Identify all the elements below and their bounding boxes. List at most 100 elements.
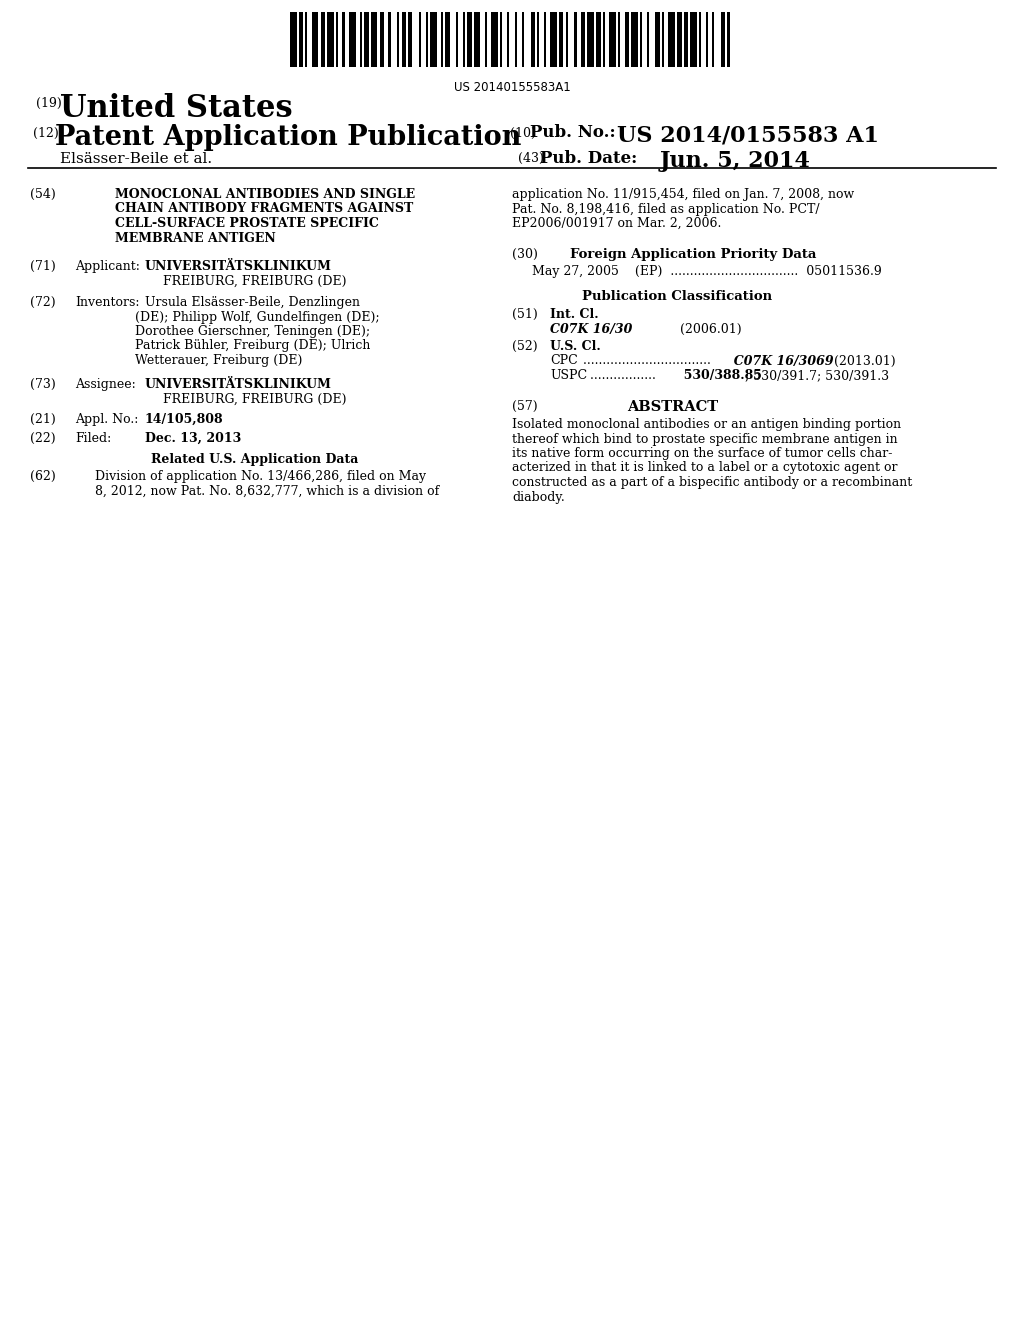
Bar bbox=[581, 12, 586, 67]
Text: (72): (72) bbox=[30, 296, 55, 309]
Text: C07K 16/30: C07K 16/30 bbox=[550, 322, 633, 335]
Text: ; 530/391.7; 530/391.3: ; 530/391.7; 530/391.3 bbox=[745, 370, 889, 381]
Text: US 2014/0155583 A1: US 2014/0155583 A1 bbox=[617, 124, 879, 147]
Bar bbox=[484, 12, 486, 67]
Text: ABSTRACT: ABSTRACT bbox=[627, 400, 718, 414]
Bar bbox=[474, 12, 480, 67]
Text: Pub. Date:: Pub. Date: bbox=[540, 150, 637, 168]
Text: Related U.S. Application Data: Related U.S. Application Data bbox=[152, 453, 358, 466]
Text: (54): (54) bbox=[30, 187, 55, 201]
Text: (52): (52) bbox=[512, 341, 538, 352]
Bar bbox=[565, 12, 567, 67]
Bar bbox=[426, 12, 428, 67]
Bar bbox=[419, 12, 421, 67]
Bar bbox=[609, 12, 615, 67]
Bar bbox=[305, 12, 307, 67]
Bar bbox=[321, 12, 325, 67]
Text: (2006.01): (2006.01) bbox=[680, 322, 741, 335]
Bar bbox=[530, 12, 535, 67]
Text: .................................: ................................. bbox=[575, 355, 711, 367]
Bar bbox=[349, 12, 355, 67]
Text: 8, 2012, now Pat. No. 8,632,777, which is a division of: 8, 2012, now Pat. No. 8,632,777, which i… bbox=[95, 484, 439, 498]
Text: Ursula Elsässer-Beile, Denzlingen: Ursula Elsässer-Beile, Denzlingen bbox=[145, 296, 360, 309]
Text: Foreign Application Priority Data: Foreign Application Priority Data bbox=[570, 248, 816, 261]
Bar bbox=[515, 12, 517, 67]
Text: (2013.01): (2013.01) bbox=[830, 355, 896, 367]
Text: (51): (51) bbox=[512, 308, 538, 321]
Text: Int. Cl.: Int. Cl. bbox=[550, 308, 599, 321]
Text: (30): (30) bbox=[512, 248, 538, 261]
Text: Pat. No. 8,198,416, filed as application No. PCT/: Pat. No. 8,198,416, filed as application… bbox=[512, 202, 819, 215]
Text: .................: ................. bbox=[582, 370, 656, 381]
Text: EP2006/001917 on Mar. 2, 2006.: EP2006/001917 on Mar. 2, 2006. bbox=[512, 216, 721, 230]
Text: (71): (71) bbox=[30, 260, 55, 273]
Text: CHAIN ANTIBODY FRAGMENTS AGAINST: CHAIN ANTIBODY FRAGMENTS AGAINST bbox=[115, 202, 414, 215]
Text: (62): (62) bbox=[30, 470, 55, 483]
Bar bbox=[299, 12, 303, 67]
Text: (57): (57) bbox=[512, 400, 538, 413]
Text: (19): (19) bbox=[36, 96, 61, 110]
Text: (21): (21) bbox=[30, 413, 55, 426]
Text: USPC: USPC bbox=[550, 370, 587, 381]
Bar bbox=[596, 12, 601, 67]
Bar bbox=[365, 12, 369, 67]
Bar bbox=[360, 12, 362, 67]
Bar bbox=[328, 12, 334, 67]
Bar bbox=[409, 12, 413, 67]
Bar bbox=[522, 12, 524, 67]
Text: U.S. Cl.: U.S. Cl. bbox=[550, 341, 601, 352]
Bar bbox=[336, 12, 338, 67]
Bar bbox=[430, 12, 436, 67]
Bar bbox=[662, 12, 664, 67]
Bar bbox=[371, 12, 378, 67]
Bar bbox=[706, 12, 708, 67]
Bar bbox=[618, 12, 621, 67]
Text: diabody.: diabody. bbox=[512, 491, 565, 503]
Bar bbox=[699, 12, 701, 67]
Bar bbox=[445, 12, 450, 67]
Text: Jun. 5, 2014: Jun. 5, 2014 bbox=[660, 150, 811, 172]
Text: Wetterauer, Freiburg (DE): Wetterauer, Freiburg (DE) bbox=[135, 354, 302, 367]
Bar bbox=[574, 12, 577, 67]
Text: UNIVERSITÄTSKLINIKUM: UNIVERSITÄTSKLINIKUM bbox=[145, 378, 332, 391]
Bar bbox=[684, 12, 688, 67]
Bar bbox=[588, 12, 594, 67]
Bar bbox=[640, 12, 642, 67]
Text: Patrick Bühler, Freiburg (DE); Ulrich: Patrick Bühler, Freiburg (DE); Ulrich bbox=[135, 339, 371, 352]
Bar bbox=[559, 12, 563, 67]
Bar bbox=[397, 12, 399, 67]
Text: Patent Application Publication: Patent Application Publication bbox=[55, 124, 521, 150]
Text: 14/105,808: 14/105,808 bbox=[145, 413, 223, 426]
Bar bbox=[463, 12, 465, 67]
Bar bbox=[492, 12, 498, 67]
Bar bbox=[388, 12, 390, 67]
Bar bbox=[646, 12, 648, 67]
Text: MEMBRANE ANTIGEN: MEMBRANE ANTIGEN bbox=[115, 231, 275, 244]
Bar bbox=[690, 12, 696, 67]
Text: May 27, 2005    (EP)  .................................  05011536.9: May 27, 2005 (EP) ......................… bbox=[532, 265, 882, 279]
Text: constructed as a part of a bispecific antibody or a recombinant: constructed as a part of a bispecific an… bbox=[512, 477, 912, 488]
Bar bbox=[544, 12, 546, 67]
Text: United States: United States bbox=[60, 92, 293, 124]
Bar bbox=[669, 12, 675, 67]
Text: (DE); Philipp Wolf, Gundelfingen (DE);: (DE); Philipp Wolf, Gundelfingen (DE); bbox=[135, 310, 380, 323]
Text: its native form occurring on the surface of tumor cells char-: its native form occurring on the surface… bbox=[512, 447, 892, 459]
Text: acterized in that it is linked to a label or a cytotoxic agent or: acterized in that it is linked to a labe… bbox=[512, 462, 897, 474]
Bar bbox=[603, 12, 605, 67]
Text: C07K 16/3069: C07K 16/3069 bbox=[725, 355, 834, 367]
Text: Inventors:: Inventors: bbox=[75, 296, 139, 309]
Text: US 20140155583A1: US 20140155583A1 bbox=[454, 81, 570, 94]
Bar bbox=[290, 12, 297, 67]
Bar bbox=[467, 12, 471, 67]
Text: Assignee:: Assignee: bbox=[75, 378, 136, 391]
Text: thereof which bind to prostate specific membrane antigen in: thereof which bind to prostate specific … bbox=[512, 433, 898, 446]
Text: Appl. No.:: Appl. No.: bbox=[75, 413, 138, 426]
Text: UNIVERSITÄTSKLINIKUM: UNIVERSITÄTSKLINIKUM bbox=[145, 260, 332, 273]
Text: FREIBURG, FREIBURG (DE): FREIBURG, FREIBURG (DE) bbox=[163, 392, 346, 405]
Text: CELL-SURFACE PROSTATE SPECIFIC: CELL-SURFACE PROSTATE SPECIFIC bbox=[115, 216, 379, 230]
Text: CPC: CPC bbox=[550, 355, 578, 367]
Bar bbox=[401, 12, 406, 67]
Bar bbox=[500, 12, 502, 67]
Text: Isolated monoclonal antibodies or an antigen binding portion: Isolated monoclonal antibodies or an ant… bbox=[512, 418, 901, 432]
Text: FREIBURG, FREIBURG (DE): FREIBURG, FREIBURG (DE) bbox=[163, 275, 346, 288]
